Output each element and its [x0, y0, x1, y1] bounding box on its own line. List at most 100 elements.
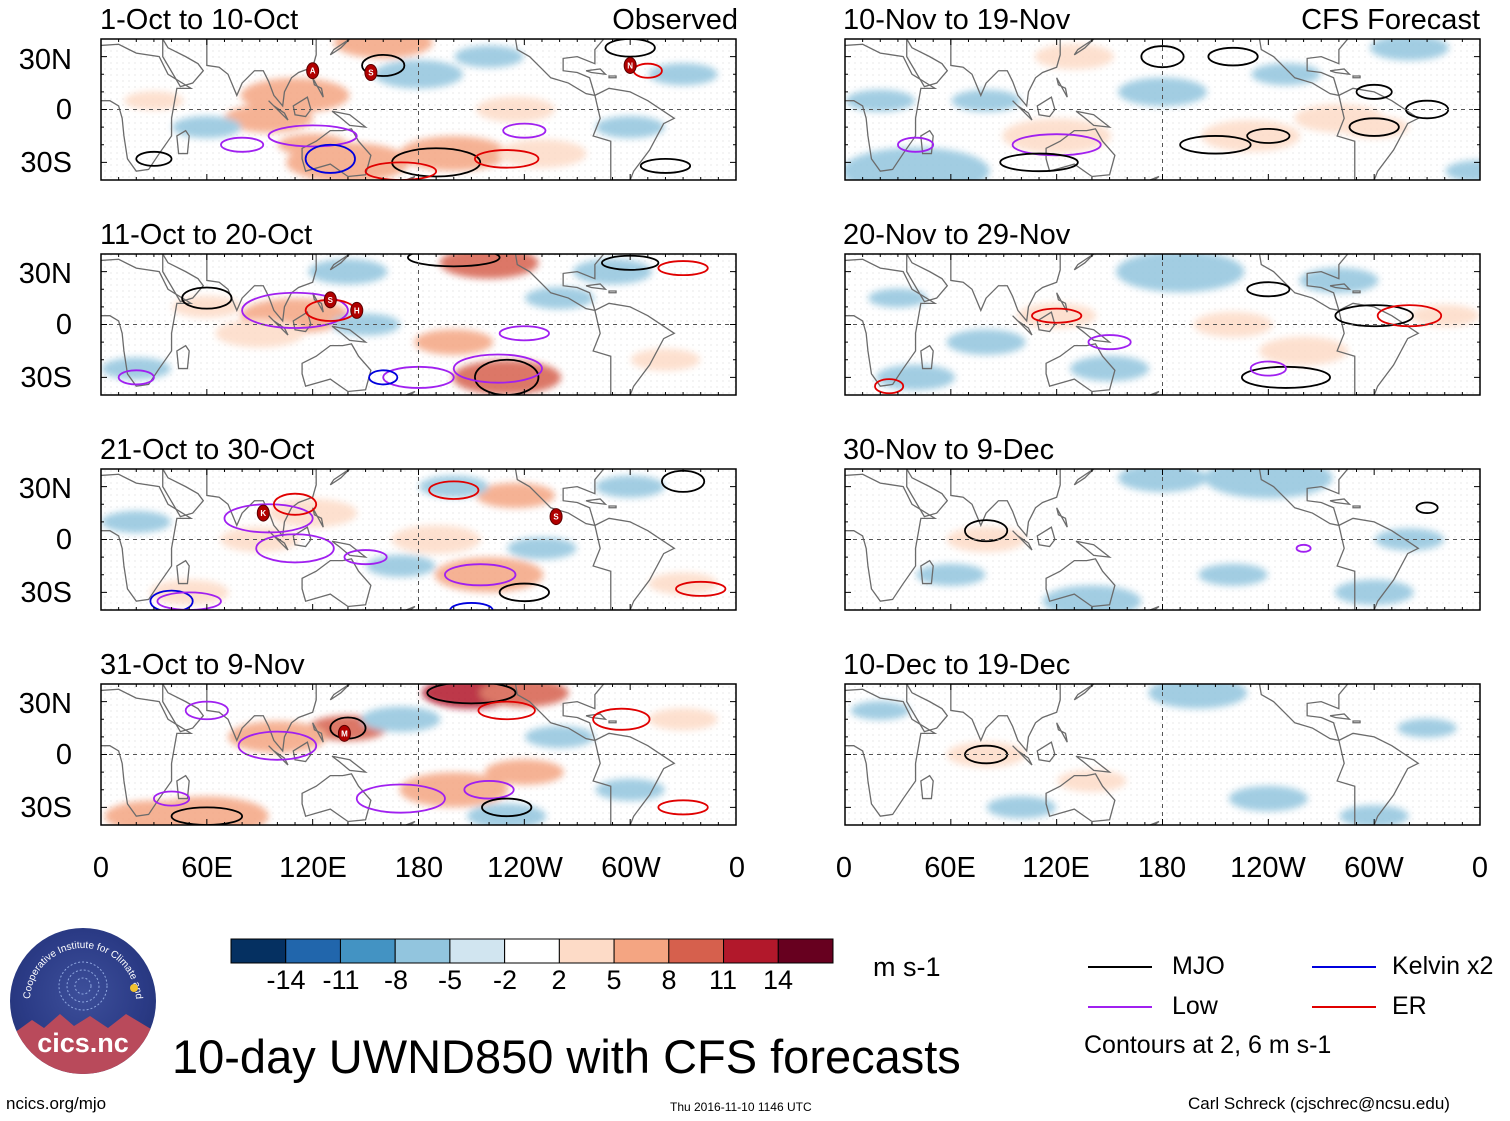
anomaly-blob	[497, 139, 587, 168]
coastline	[206, 254, 317, 323]
wave-contour	[1334, 304, 1414, 328]
coastline	[162, 469, 205, 518]
coastline	[1075, 755, 1112, 774]
anomaly-blob	[595, 116, 665, 139]
coastline	[1258, 39, 1349, 97]
coastline	[1336, 302, 1420, 395]
map-panel	[844, 253, 1481, 396]
anomaly-blob	[1002, 118, 1111, 154]
coastline	[1258, 684, 1349, 742]
wave-contour	[368, 369, 399, 386]
map-panel: A SN	[100, 38, 737, 181]
anomaly-blob	[1397, 718, 1457, 738]
wave-contour	[1140, 45, 1185, 69]
x-tick-label: 180	[1137, 852, 1187, 884]
wave-contour	[220, 136, 265, 153]
y-tick-label: 30S	[20, 362, 72, 394]
map-panel	[844, 38, 1481, 181]
coastline	[405, 820, 416, 825]
coastline	[845, 258, 938, 387]
anomaly-blob	[467, 803, 547, 825]
wave-contour	[1246, 127, 1291, 144]
storm-marker	[350, 301, 364, 319]
coastline	[1352, 75, 1361, 79]
coastline	[1258, 469, 1349, 527]
wave-contour	[444, 563, 517, 587]
anomaly-blob	[333, 39, 433, 59]
wave-contour	[1031, 307, 1083, 324]
wave-contour	[135, 150, 173, 167]
coastline	[1149, 175, 1160, 180]
coastline	[1036, 741, 1056, 763]
anomaly-blob	[454, 45, 524, 68]
coastline	[1352, 505, 1361, 509]
colorbar-swatch	[339, 938, 396, 964]
coastline	[1056, 722, 1068, 743]
coastline	[176, 559, 190, 585]
anomaly-blob	[224, 104, 314, 133]
coastline	[1149, 820, 1160, 825]
anomaly-blob	[1070, 355, 1150, 382]
wave-contour	[1415, 501, 1439, 514]
coastline	[585, 498, 608, 506]
coastline	[162, 39, 205, 88]
wave-contour	[964, 519, 1009, 543]
anomaly-blob	[1374, 528, 1445, 551]
colorbar-tick-label: -8	[383, 965, 408, 995]
wave-contour	[474, 149, 540, 169]
coastline	[906, 254, 949, 303]
contour-note: Contours at 2, 6 m s-1	[1084, 1031, 1332, 1059]
map-panel	[844, 683, 1481, 826]
coastline	[405, 605, 416, 610]
legend-mjo-label: MJO	[1172, 952, 1225, 980]
coastline	[920, 774, 934, 800]
wave-contour	[343, 549, 388, 566]
anomaly-blob	[951, 89, 1021, 112]
storm-marker	[364, 63, 378, 81]
storm-code: N	[627, 61, 633, 70]
colorbar-swatch	[777, 938, 834, 964]
colorbar-swatch	[668, 938, 725, 964]
x-tick-label: 0	[728, 852, 746, 884]
wave-contour	[407, 254, 501, 268]
wave-contour	[657, 799, 709, 816]
legend-kelvin-label: Kelvin x2	[1392, 952, 1494, 980]
anomaly-blob	[476, 482, 556, 509]
coastline	[950, 469, 1061, 538]
map-panel: M	[100, 683, 737, 826]
coastline	[405, 390, 416, 395]
anomaly-blob	[630, 348, 701, 371]
coastline	[1045, 343, 1116, 393]
wave-contour	[498, 582, 550, 603]
y-tick-label: 30S	[20, 147, 72, 179]
panel-title: 20-Nov to 29-Nov	[843, 219, 1071, 251]
wave-contour	[463, 780, 515, 800]
wave-contour	[426, 684, 517, 705]
colorbar-tick-label: -11	[322, 965, 360, 995]
colorbar-tick-label: 14	[762, 965, 794, 995]
coastline	[592, 732, 676, 825]
anomaly-blob	[986, 796, 1056, 819]
coastline	[329, 39, 351, 56]
observed-label: Observed	[612, 4, 738, 36]
storm-marker	[256, 504, 270, 522]
colorbar-swatch	[504, 938, 560, 964]
site-link[interactable]: ncics.org/mjo	[6, 1094, 107, 1113]
anomaly-blob	[868, 288, 928, 308]
wave-contour	[897, 136, 935, 153]
colorbar-swatch	[613, 938, 670, 964]
wave-contour	[592, 707, 651, 731]
wave-contour	[1207, 46, 1259, 67]
y-tick-label: 30S	[20, 792, 72, 824]
anomaly-blob	[1118, 77, 1207, 107]
anomaly-blob	[104, 800, 204, 825]
coastline	[292, 526, 312, 548]
y-tick-label: 30N	[18, 258, 72, 290]
legend-kelvin-line	[1312, 966, 1376, 968]
anomaly-blob	[1115, 254, 1245, 293]
coastline	[101, 43, 194, 172]
author-credit: Carl Schreck (cjschrec@ncsu.edu)	[1188, 1094, 1450, 1113]
coastline	[950, 684, 1061, 753]
legend-mjo-line	[1088, 966, 1152, 968]
